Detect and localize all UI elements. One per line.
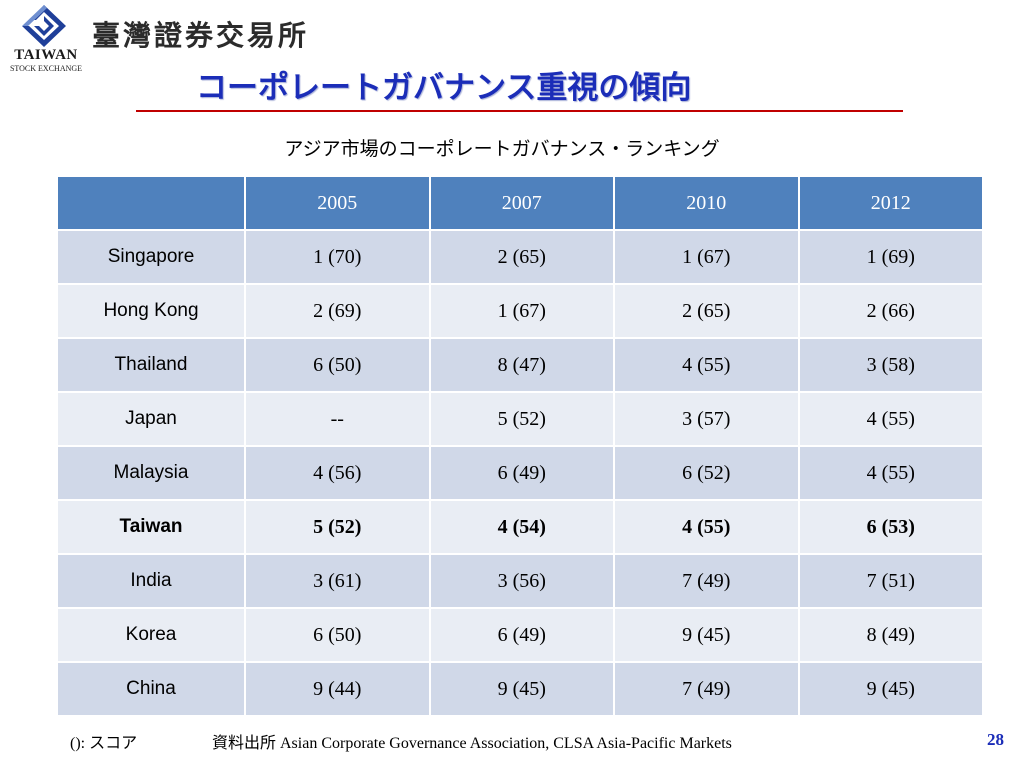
score-cell: 1 (67)	[428, 283, 615, 339]
country-cell: Singapore	[56, 229, 246, 285]
exchange-logo-icon	[22, 5, 66, 47]
score-cell: 3 (58)	[797, 337, 984, 393]
score-footnote: (): スコア	[70, 735, 138, 752]
score-cell: 2 (65)	[428, 229, 615, 285]
logo-taiwan-text: TAIWAN	[14, 47, 78, 63]
table-row: Thailand 6 (50) 8 (47) 4 (55) 3 (58)	[56, 337, 984, 393]
table-caption: アジア市場のコーポレートガバナンス・ランキング	[284, 138, 720, 160]
score-cell: 5 (52)	[428, 391, 615, 447]
score-cell: 6 (53)	[797, 499, 984, 555]
score-cell: 8 (47)	[428, 337, 615, 393]
score-cell: 8 (49)	[797, 607, 984, 663]
score-cell: 9 (45)	[428, 661, 615, 717]
table-row: Singapore 1 (70) 2 (65) 1 (67) 1 (69)	[56, 229, 984, 285]
table-row: Japan -- 5 (52) 3 (57) 4 (55)	[56, 391, 984, 447]
column-header: 2012	[797, 175, 984, 231]
score-cell: 4 (55)	[613, 499, 800, 555]
score-cell: 1 (67)	[613, 229, 800, 285]
score-cell: 9 (44)	[244, 661, 431, 717]
source-citation: 資料出所 Asian Corporate Governance Associat…	[212, 735, 732, 752]
score-cell: 1 (70)	[244, 229, 431, 285]
table-row: China 9 (44) 9 (45) 7 (49) 9 (45)	[56, 661, 984, 717]
column-header	[56, 175, 246, 231]
score-cell: 3 (61)	[244, 553, 431, 609]
table-row: Malaysia 4 (56) 6 (49) 6 (52) 4 (55)	[56, 445, 984, 501]
score-cell: 4 (56)	[244, 445, 431, 501]
score-cell: 4 (55)	[613, 337, 800, 393]
column-header: 2005	[244, 175, 431, 231]
score-cell: 2 (69)	[244, 283, 431, 339]
country-cell: China	[56, 661, 246, 717]
country-cell: Taiwan	[56, 499, 246, 555]
score-cell: --	[244, 391, 431, 447]
country-cell: Hong Kong	[56, 283, 246, 339]
country-cell: Thailand	[56, 337, 246, 393]
country-cell: Japan	[56, 391, 246, 447]
column-header: 2010	[613, 175, 800, 231]
score-cell: 6 (50)	[244, 607, 431, 663]
table-row-highlighted: Taiwan 5 (52) 4 (54) 4 (55) 6 (53)	[56, 499, 984, 555]
score-cell: 9 (45)	[797, 661, 984, 717]
title-divider	[136, 110, 903, 112]
table-header-row: 2005 2007 2010 2012	[56, 175, 984, 231]
score-cell: 2 (65)	[613, 283, 800, 339]
country-cell: Korea	[56, 607, 246, 663]
table-row: India 3 (61) 3 (56) 7 (49) 7 (51)	[56, 553, 984, 609]
score-cell: 6 (50)	[244, 337, 431, 393]
table-row: Hong Kong 2 (69) 1 (67) 2 (65) 2 (66)	[56, 283, 984, 339]
exchange-logo: TAIWAN STOCK EXCHANGE	[4, 4, 88, 76]
score-cell: 1 (69)	[797, 229, 984, 285]
score-cell: 4 (54)	[428, 499, 615, 555]
score-cell: 7 (49)	[613, 553, 800, 609]
score-cell: 4 (55)	[797, 445, 984, 501]
score-cell: 3 (57)	[613, 391, 800, 447]
table-row: Korea 6 (50) 6 (49) 9 (45) 8 (49)	[56, 607, 984, 663]
score-cell: 3 (56)	[428, 553, 615, 609]
page-number: 28	[987, 730, 1004, 749]
score-cell: 7 (51)	[797, 553, 984, 609]
organization-name: 臺灣證券交易所	[92, 19, 310, 52]
column-header: 2007	[428, 175, 615, 231]
score-cell: 6 (49)	[428, 445, 615, 501]
logo-subtext: STOCK EXCHANGE	[9, 64, 83, 73]
country-cell: India	[56, 553, 246, 609]
score-cell: 5 (52)	[244, 499, 431, 555]
country-cell: Malaysia	[56, 445, 246, 501]
score-cell: 6 (52)	[613, 445, 800, 501]
score-cell: 6 (49)	[428, 607, 615, 663]
governance-ranking-table: 2005 2007 2010 2012 Singapore 1 (70) 2 (…	[56, 175, 984, 717]
score-cell: 9 (45)	[613, 607, 800, 663]
slide-title: コーポレートガバナンス重視の傾向	[196, 70, 692, 106]
score-cell: 7 (49)	[613, 661, 800, 717]
score-cell: 4 (55)	[797, 391, 984, 447]
score-cell: 2 (66)	[797, 283, 984, 339]
